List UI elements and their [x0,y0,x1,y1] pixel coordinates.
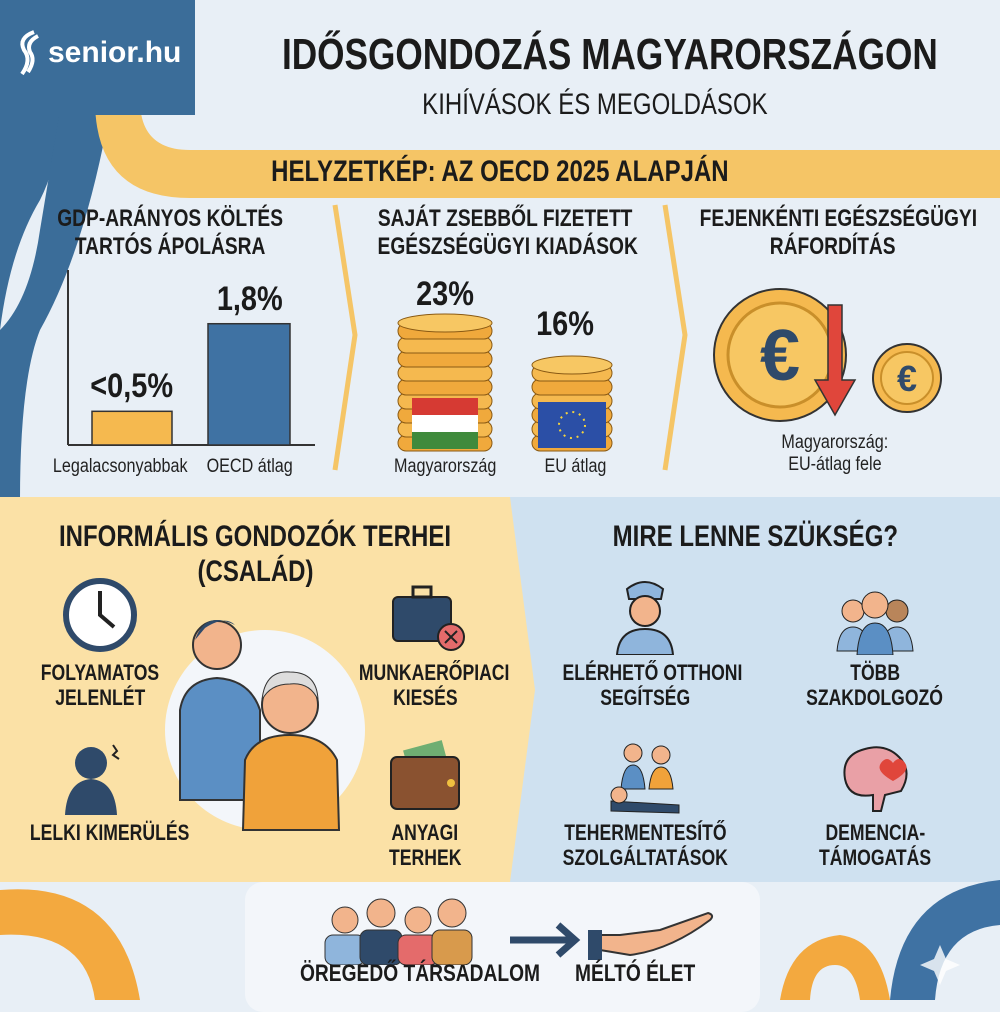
bar-value-oecd: 1,8% [217,279,283,318]
item-label: MUNKAERŐPIACI [358,660,510,685]
coin-top [397,313,493,333]
logo-swirl-icon [20,30,39,76]
arrow-right-icon [510,922,581,958]
hu-label: Magyarország [393,456,497,477]
brain-heart-icon [843,746,908,812]
info-item: ELÉRHETŐ OTTHONI SEGÍTSÉG [540,575,750,711]
page-subtitle: KIHÍVÁSOK ÉS MEGOLDÁSOK [422,88,768,121]
item-label: KIESÉS [392,685,458,711]
wallet-icon [390,740,460,810]
item-label: TÁMOGATÁS [818,845,932,871]
footer-right-label: MÉLTÓ ÉLET [575,960,696,987]
burdens-heading: INFORMÁLIS GONDOZÓK TERHEI (CSALÁD) [59,520,451,588]
caregiver-elder-illustration [165,620,365,831]
item-label: TÖBB [850,660,900,685]
medical-team-icon [836,591,914,656]
info-item: TEHERMENTESÍTŐ SZOLGÁLTATÁSOK [540,735,750,871]
info-item: MUNKAERŐPIACI KIESÉS [340,575,510,711]
bar-label-oecd: OECD átlag [206,456,294,477]
percap-note: Magyarország: EU-átlag fele [781,432,889,475]
item-label: FOLYAMATOS [40,660,160,685]
open-hand-icon [599,911,714,957]
eu-oop-value: 16% [536,305,594,343]
bar-label-lowest: Legalacsonyabbak [52,456,188,477]
family-care-icon [610,743,680,814]
clock-icon [63,578,137,652]
stressed-person-icon [65,744,120,815]
info-item: FOLYAMATOS JELENLÉT [20,575,180,711]
euro-coins-icon: € € [713,288,942,422]
bar-value-lowest: <0,5% [90,367,174,406]
footer-illustration [324,898,714,965]
hu-oop-value: 23% [416,275,474,313]
item-label: JELENLÉT [55,685,145,711]
percap-heading: FEJENKÉNTI EGÉSZSÉGÜGYI RÁFORDÍTÁS [699,205,978,260]
oop-heading: SAJÁT ZSEBBŐL FIZETETT EGÉSZSÉGÜGYI KIADÁ… [377,205,638,260]
down-arrow-icon [813,304,857,417]
info-item: TÖBB SZAKDOLGOZÓ [770,575,980,711]
coin-top [531,355,613,375]
briefcase-x-icon [392,585,465,651]
info-item: DEMENCIA- TÁMOGATÁS [770,735,980,871]
item-label: TEHERMENTESÍTŐ [563,820,727,845]
bar-lowest [91,410,173,446]
page-title: IDŐSGONDOZÁS MAGYARORSZÁGON [281,30,938,79]
section-band-title: HELYZETKÉP: AZ OECD 2025 ALAPJÁN [271,155,729,188]
item-label: ANYAGI [391,820,459,845]
gdp-heading: GDP-ARÁNYOS KÖLTÉS TARTÓS ÁPOLÁSRA [57,205,283,260]
item-label: SZAKDOLGOZÓ [806,685,944,711]
coin-stacks [397,313,613,452]
item-label: SZOLGÁLTATÁSOK [562,845,728,871]
info-item: ANYAGI TERHEK [340,735,510,871]
nurse-icon [615,581,675,656]
needs-heading: MIRE LENNE SZÜKSÉG? [612,520,898,553]
elderly-group-icon [324,898,473,965]
info-item: LELKI KIMERÜLÉS [10,735,189,863]
gdp-bar-chart [67,270,315,446]
eu-flag-icon [538,402,606,448]
item-label: TERHEK [388,845,462,871]
item-label: SEGÍTSÉG [599,685,690,711]
item-label: DEMENCIA- [825,820,925,845]
item-label: LELKI KIMERÜLÉS [29,820,190,845]
eu-label: EU átlag [544,456,606,477]
svg-text:€: € [760,316,800,396]
bar-oecd-average [207,322,291,446]
item-label: ELÉRHETŐ OTTHONI [562,660,743,685]
hungary-flag-icon [412,398,478,449]
logo-text: senior.hu [48,36,182,69]
footer-left-label: ÖREGEDŐ TÁRSADALOM [300,960,540,987]
logo[interactable]: senior.hu [14,28,181,78]
svg-text:€: € [897,358,917,399]
